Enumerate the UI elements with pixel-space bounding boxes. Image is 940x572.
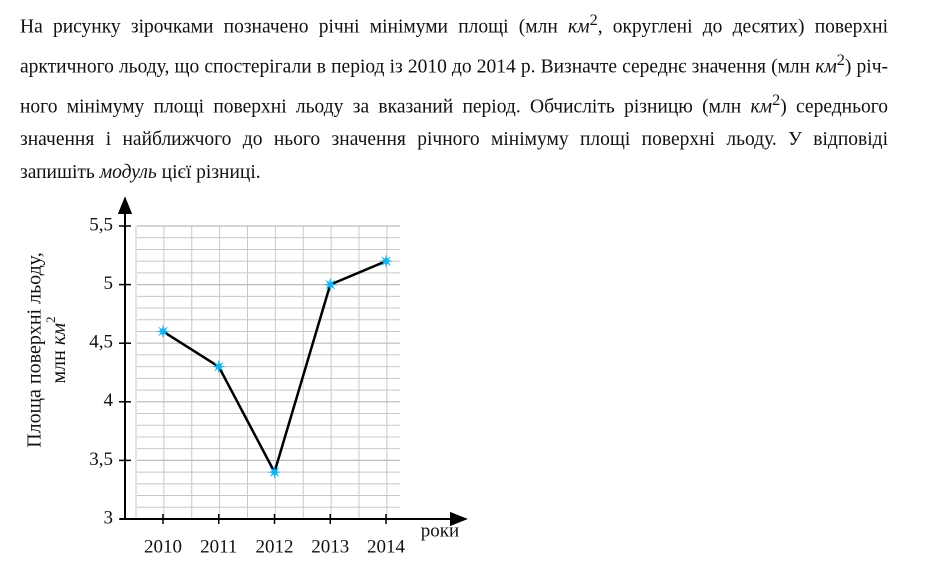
text: ) річ-ного мінімуму площі поверхні льоду… (20, 56, 888, 118)
text: На рисунку зірочками позначено річні мін… (20, 16, 568, 38)
y-tick-label: 4,5 (89, 332, 113, 353)
text: млн (48, 345, 70, 383)
text: 2 (836, 51, 845, 69)
text: , округлені до десятих) поверхні арктичн… (20, 16, 888, 78)
star-marker (379, 254, 393, 269)
text: км (48, 323, 70, 345)
text: 2 (772, 91, 781, 109)
y-tick-label: 3 (104, 507, 114, 528)
x-tick-label: 2011 (200, 536, 237, 557)
text: цієї різниці. (156, 161, 261, 183)
text: 2 (43, 317, 58, 324)
star-marker (211, 359, 226, 374)
x-tick-label: 2014 (367, 536, 406, 557)
star-marker (156, 324, 170, 339)
y-tick-label: 5 (104, 273, 114, 294)
text: 2 (589, 11, 598, 29)
y-tick-label: 3,5 (89, 449, 113, 470)
text: км (815, 56, 837, 78)
star-marker (267, 465, 282, 480)
y-axis-label: Площа поверхні льоду, (24, 252, 46, 448)
text: модуль (99, 161, 157, 183)
x-tick-label: 2012 (256, 536, 294, 557)
x-tick-label: 2013 (311, 536, 349, 557)
text: ) середнього значення і найближчого до н… (20, 96, 888, 183)
y-tick-label: 5,5 (89, 214, 113, 235)
y-tick-label: 4 (104, 390, 114, 411)
grid (135, 225, 400, 520)
text: км (750, 96, 773, 118)
x-tick-label: 2010 (144, 536, 182, 557)
x-axis-label: роки (421, 520, 459, 541)
problem-text: На рисунку зірочками позначено річні мін… (20, 4, 888, 189)
star-marker (323, 277, 338, 292)
text: км (567, 16, 590, 38)
y-axis-unit: млн км2 (43, 317, 69, 384)
